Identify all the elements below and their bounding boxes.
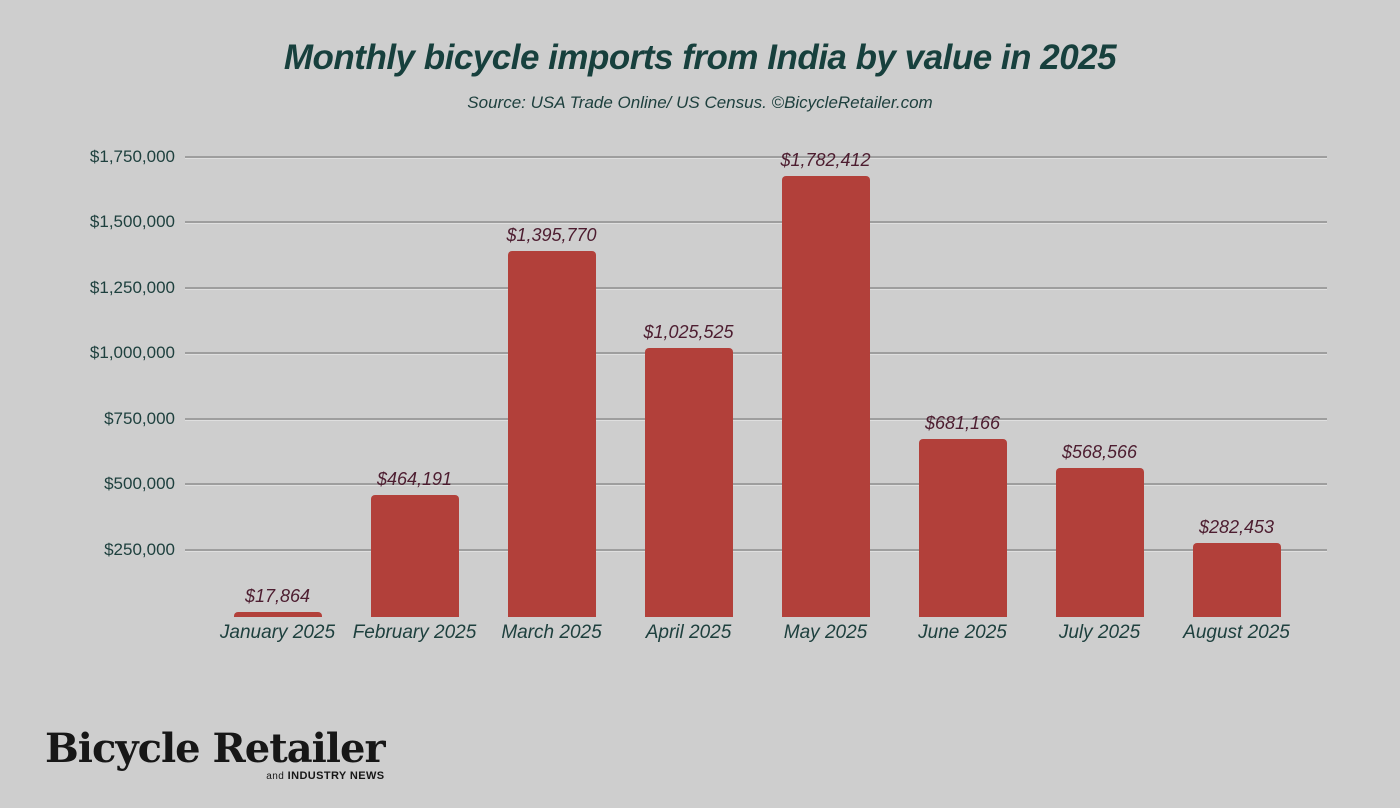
bar-value-label: $1,782,412	[780, 150, 871, 170]
gridline: $1,000,000	[90, 343, 1327, 362]
bar-value-label: $464,191	[376, 469, 453, 490]
gridline: $1,500,000	[90, 212, 1327, 231]
x-axis-label-january-2025: January 2025	[219, 622, 336, 643]
bar-group-may-2025: $1,782,412	[757, 150, 894, 617]
logo-tagline-prefix: and	[266, 771, 285, 782]
logo-tagline: and INDUSTRY NEWS	[45, 770, 385, 782]
bar-group-august-2025: $282,453	[1168, 150, 1305, 617]
y-axis-tick-label: $1,750,000	[89, 146, 175, 166]
chart-subtitle: Source: USA Trade Online/ US Census. ©Bi…	[467, 93, 933, 112]
bar-value-label: $1,395,770	[506, 225, 597, 246]
logo-tagline-text: INDUSTRY NEWS	[287, 770, 385, 782]
x-axis-label-july-2025: July 2025	[1058, 622, 1141, 643]
y-axis-tick-label: $500,000	[104, 474, 175, 493]
bar-july-2025	[1055, 468, 1144, 617]
plot-area: $250,000 $500,000 $750,000 $1,000,000 $1,250…	[90, 147, 1327, 617]
bar-value-label: $1,025,525	[643, 322, 734, 343]
bar-group-march-2025: $1,395,770	[483, 150, 620, 617]
gridline: $750,000	[104, 409, 1327, 428]
bar-value-label: $282,453	[1198, 517, 1275, 537]
x-axis-labels: January 2025 February 2025 March 2025 April…	[185, 622, 1327, 644]
y-axis-tick-label: $750,000	[104, 408, 175, 428]
x-axis-label-february-2025: February 2025	[352, 622, 477, 643]
bar-february-2025	[370, 495, 459, 617]
bar-april-2025	[644, 348, 733, 617]
y-axis-tick-label: $250,000	[104, 539, 175, 559]
bar-group-july-2025: $568,566	[1031, 150, 1168, 617]
gridline: $1,750,000	[90, 147, 1327, 166]
bar-group-april-2025: $1,025,525	[620, 150, 757, 617]
bar-group-june-2025: $681,166	[894, 150, 1031, 617]
x-axis-label-august-2025: August 2025	[1183, 622, 1290, 643]
bar-june-2025	[918, 438, 1007, 617]
bar-value-label: $568,566	[1061, 442, 1138, 463]
gridline: $500,000	[104, 474, 1327, 493]
bar-group-january-2025: $17,864	[209, 150, 346, 617]
y-axis-tick-label: $1,500,000	[89, 212, 175, 231]
bar-value-label: $681,166	[924, 412, 1001, 433]
bicycle-retailer-logo: Bicycle Retailer and INDUSTRY NEWS	[45, 725, 386, 783]
logo-wordmark: Bicycle Retailer	[45, 725, 386, 772]
y-axis-tick-label: $1,250,000	[89, 277, 175, 297]
bar-group-february-2025: $464,191	[346, 150, 483, 617]
bars-row: $17,864 $464,191 $1,395,770 $1,025,525 $1,78…	[185, 150, 1327, 617]
chart-title: Monthly bicycle imports from India by va…	[283, 38, 1117, 77]
bar-august-2025	[1192, 543, 1281, 617]
bar-march-2025	[507, 251, 596, 617]
y-axis-tick-label: $1,000,000	[89, 343, 175, 362]
x-axis-label-april-2025: April 2025	[645, 622, 732, 643]
gridline: $1,250,000	[90, 278, 1327, 297]
bar-value-label: $17,864	[244, 586, 311, 607]
x-axis-label-june-2025: June 2025	[918, 622, 1007, 643]
bar-january-2025	[233, 612, 322, 617]
bar-may-2025	[781, 176, 870, 617]
gridline: $250,000	[104, 540, 1327, 559]
x-axis-label-may-2025: May 2025	[783, 622, 868, 643]
x-axis-label-march-2025: March 2025	[501, 622, 602, 643]
